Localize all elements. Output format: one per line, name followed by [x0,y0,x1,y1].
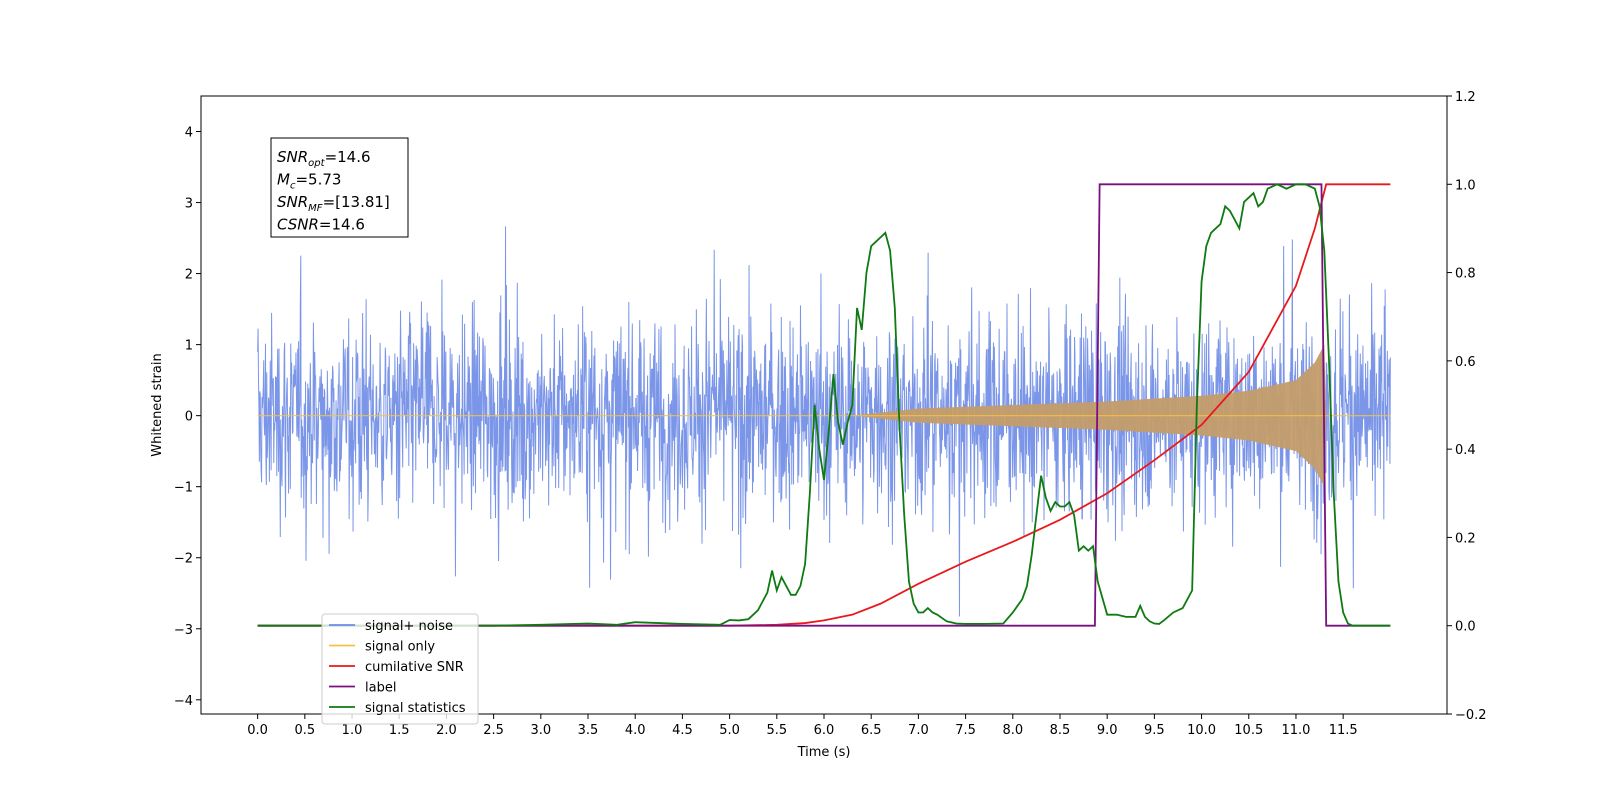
annotation-line: SNRopt=14.6 [277,148,371,169]
x-tick-label: 9.0 [1097,723,1118,738]
x-tick-label: 3.0 [530,723,551,738]
annotation-frame [270,137,409,238]
y-axis-left: −4 −3 −2 −1 0 1 2 3 4 [174,126,201,709]
legend-entry: label [365,681,396,696]
legend-entry: signal+ noise [365,619,453,634]
y2-tick-label: 1.0 [1455,178,1476,193]
x-tick-label: 4.5 [672,723,693,738]
y-axis-label: Whitened strain [150,353,165,456]
y2-tick-label: 0.8 [1455,267,1476,282]
x-tick-label: 11.5 [1329,723,1358,738]
x-tick-label: 2.5 [483,723,504,738]
x-tick-label: 7.0 [908,723,929,738]
legend-frame [321,613,479,725]
x-tick-label: 0.0 [247,723,268,738]
y2-tick-label: −0.2 [1455,708,1487,723]
x-axis: 0.0 0.5 1.0 1.5 2.0 2.5 3.0 3.5 4.0 4.5 5.0 5.5 6.0 6… [247,714,1358,738]
legend-entry: signal only [365,640,435,655]
x-tick-label: 5.0 [719,723,740,738]
x-tick-label: 6.0 [814,723,835,738]
y-tick-label: 4 [185,126,193,141]
series-signal-statistics [257,183,1391,627]
y-tick-label: 1 [185,339,193,354]
legend-entry: cumilative SNR [365,660,464,675]
legend: signal+ noise signal only cumilative SNR la… [321,613,479,725]
plot-area [257,183,1391,627]
x-tick-label: 3.5 [578,723,599,738]
x-tick-label: 2.0 [436,723,457,738]
x-tick-label: 4.0 [625,723,646,738]
x-tick-label: 10.5 [1234,723,1263,738]
x-tick-label: 7.5 [955,723,976,738]
y-tick-label: −4 [174,694,193,709]
y2-tick-label: 1.2 [1455,90,1476,105]
y-tick-label: 3 [185,197,193,212]
y-tick-label: −2 [174,552,193,567]
y-tick-label: 0 [185,410,193,425]
series-cumilative-snr [257,183,1391,627]
legend-entry: signal statistics [365,701,466,716]
x-tick-label: 6.5 [861,723,882,738]
y-tick-label: −1 [174,481,193,496]
y2-tick-label: 0.4 [1455,443,1476,458]
x-axis-label: Time (s) [797,745,851,760]
series-label [257,183,1391,627]
annotation-line: CSNR=14.6 [277,216,365,234]
x-tick-label: 5.5 [766,723,787,738]
annotation-line: SNRMF=[13.81] [277,193,390,214]
y2-tick-label: 0.6 [1455,355,1476,370]
x-tick-label: 0.5 [294,723,315,738]
x-tick-label: 8.0 [1002,723,1023,738]
x-tick-label: 8.5 [1050,723,1071,738]
x-tick-label: 10.0 [1187,723,1216,738]
x-tick-label: 9.5 [1144,723,1165,738]
x-tick-label: 1.5 [389,723,410,738]
x-tick-label: 11.0 [1281,723,1310,738]
y2-tick-label: 0.2 [1455,531,1476,546]
x-tick-label: 1.0 [342,723,363,738]
y-tick-label: −3 [174,623,193,638]
y2-tick-label: 0.0 [1455,620,1476,635]
y-axis-right: −0.2 0.0 0.2 0.4 0.6 0.8 1.0 1.2 [1447,90,1487,723]
y-tick-label: 2 [185,268,193,283]
annotation-line: Mc=5.73 [277,171,341,192]
